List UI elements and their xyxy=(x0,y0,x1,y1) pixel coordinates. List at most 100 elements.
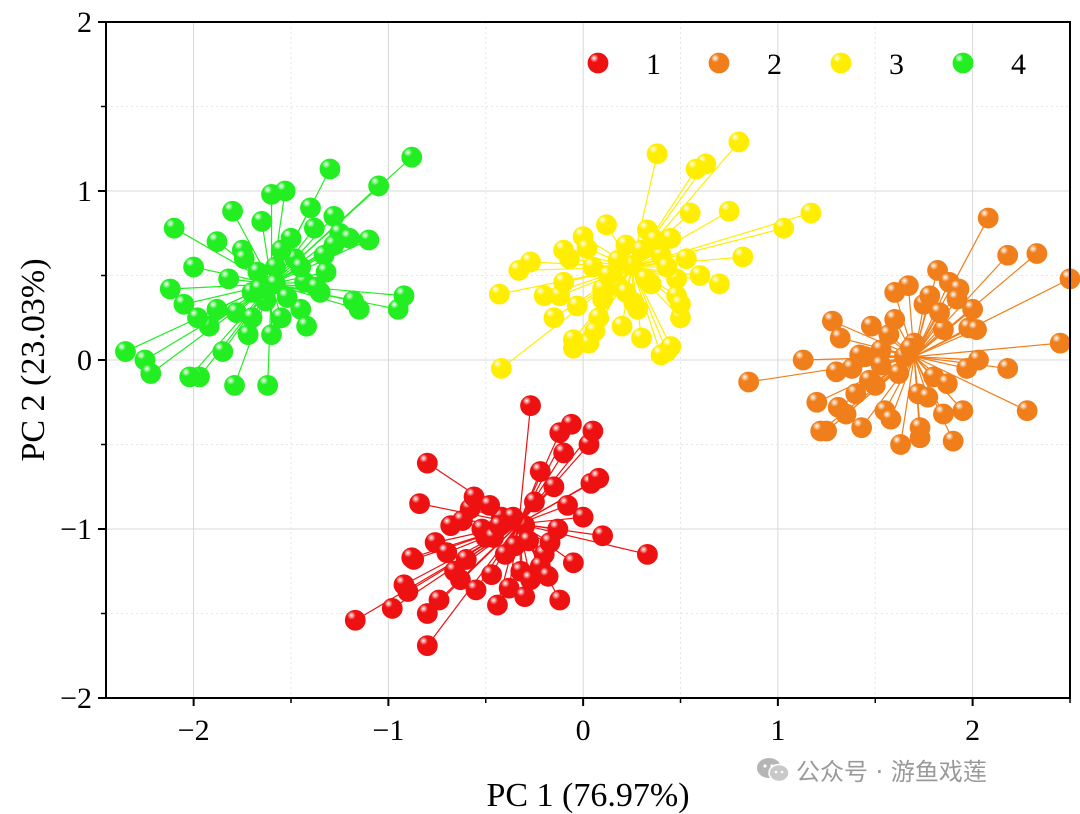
series-1-point xyxy=(547,518,569,540)
series-1-point xyxy=(428,589,450,611)
series-2-point xyxy=(919,285,941,307)
series-4-point xyxy=(300,197,321,219)
series-4-point xyxy=(183,256,205,278)
series-4-point xyxy=(319,158,341,180)
series-3-point xyxy=(689,265,711,286)
series-2-link xyxy=(914,342,1061,358)
series-2-point xyxy=(936,373,958,395)
series-3-point xyxy=(543,307,565,329)
series-2-point xyxy=(956,358,978,379)
series-2-point xyxy=(859,369,880,391)
series-4-point xyxy=(305,276,327,298)
series-1-point xyxy=(636,543,658,565)
series-3-point xyxy=(488,283,510,305)
series-3-point xyxy=(584,320,606,342)
series-4-point xyxy=(270,307,292,329)
series-3-point xyxy=(660,336,682,357)
series-3-point xyxy=(576,238,598,259)
series-1-point xyxy=(416,452,438,474)
series-1-point xyxy=(518,530,540,552)
series-1-point xyxy=(572,506,594,528)
series-2-point xyxy=(792,349,814,371)
series-3-point xyxy=(800,202,822,224)
y-tick-label: 1 xyxy=(77,175,92,208)
series-3-point xyxy=(656,256,678,278)
series-4-point xyxy=(296,315,317,337)
series-2-point xyxy=(1049,332,1071,354)
series-1-point xyxy=(514,586,536,607)
series-4-point xyxy=(257,374,279,396)
legend-marker-3 xyxy=(830,52,852,74)
series-2-point xyxy=(884,309,906,330)
legend-label-3: 3 xyxy=(889,48,904,81)
series-1-point xyxy=(416,635,438,657)
series-2-point xyxy=(890,434,911,455)
series-1-point xyxy=(409,493,430,515)
series-1-point xyxy=(582,420,604,442)
series-1-point xyxy=(502,506,524,528)
series-1-point xyxy=(381,598,403,619)
series-3-point xyxy=(709,273,730,295)
series-1-point xyxy=(481,564,503,586)
series-3-point xyxy=(631,239,652,261)
y-tick-label: −2 xyxy=(60,682,92,715)
x-tick-label: 2 xyxy=(965,714,980,747)
series-4-point xyxy=(241,307,263,329)
wechat-icon xyxy=(757,757,790,782)
series-2-link xyxy=(913,278,1071,358)
x-tick-label: −1 xyxy=(372,714,404,747)
series-3-point xyxy=(615,281,637,303)
series-4-point xyxy=(115,341,136,362)
data-points xyxy=(115,131,1080,657)
series-3-point xyxy=(635,268,656,290)
series-4-point xyxy=(276,287,298,308)
series-2-point xyxy=(1026,243,1048,264)
legend-marker-2 xyxy=(708,52,730,74)
series-4-point xyxy=(163,217,185,239)
y-axis-title: PC 2 (23.03%) xyxy=(15,258,52,461)
series-4-point xyxy=(212,341,234,362)
watermark-text: 公众号 · 游鱼戏莲 xyxy=(796,758,987,786)
series-4-point xyxy=(218,268,240,290)
x-tick-label: 0 xyxy=(576,714,591,747)
series-2-point xyxy=(909,417,931,439)
legend-label-1: 1 xyxy=(646,48,661,81)
series-3-point xyxy=(566,295,588,317)
series-4-point xyxy=(303,217,325,239)
series-3-point xyxy=(611,315,633,337)
series-4-point xyxy=(173,293,195,315)
series-4-point xyxy=(249,278,271,300)
series-3-point xyxy=(675,248,697,270)
series-1-link xyxy=(518,405,532,524)
x-tick-label: −2 xyxy=(178,714,210,747)
legend-label-2: 2 xyxy=(767,48,782,81)
series-2-point xyxy=(952,400,974,422)
series-2-point xyxy=(899,337,921,359)
series-1-point xyxy=(529,461,551,482)
series-4-point xyxy=(206,231,228,253)
series-1-link xyxy=(518,452,565,525)
series-3-point xyxy=(646,143,668,165)
series-2-point xyxy=(849,344,871,366)
series-2-point xyxy=(870,354,892,376)
legend-marker-4 xyxy=(952,52,974,74)
series-4-point xyxy=(393,285,415,307)
series-2-point xyxy=(829,327,851,349)
series-4-point xyxy=(251,211,273,232)
series-3-point xyxy=(607,249,629,271)
legend-marker-1 xyxy=(587,52,609,74)
series-3-point xyxy=(685,158,707,180)
series-2-point xyxy=(806,391,828,413)
series-1-point xyxy=(520,395,541,417)
series-1-point xyxy=(549,589,571,611)
grid xyxy=(106,21,1071,699)
series-4-point xyxy=(206,298,228,320)
series-4-point xyxy=(179,366,201,388)
series-1-link xyxy=(438,523,520,601)
series-1-point xyxy=(344,609,366,631)
series-3-point xyxy=(718,200,740,222)
series-4-point xyxy=(315,261,337,283)
series-4-point xyxy=(323,234,345,256)
x-tick-label: 1 xyxy=(770,714,785,747)
